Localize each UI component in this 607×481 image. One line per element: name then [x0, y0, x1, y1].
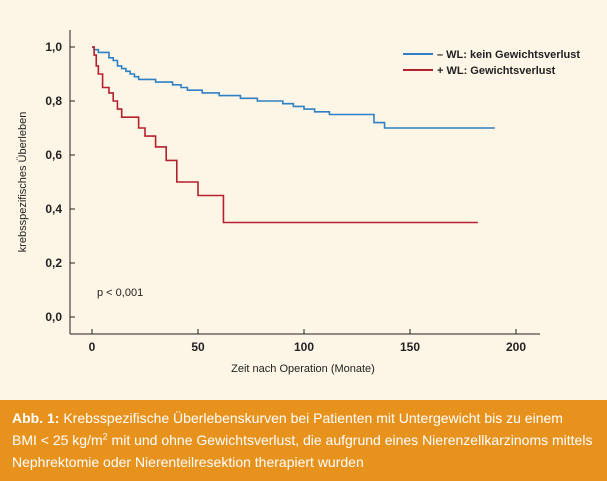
caption-label: Abb. 1: — [12, 410, 60, 426]
chart-series — [92, 46, 495, 224]
survival-chart: 0,0 0,2 0,4 0,6 0,8 1,0 0 50 100 150 200 krebsspez… — [17, 30, 580, 375]
series-line-no-weight-loss — [92, 46, 495, 129]
caption-text-2a: BMI < 25 kg/m — [12, 432, 103, 448]
y-tick-label: 0,4 — [45, 202, 62, 216]
caption-line-1: Abb. 1: Krebsspezifische Überlebenskurve… — [12, 407, 597, 429]
axis-ticks: 0,0 0,2 0,4 0,6 0,8 1,0 0 50 100 150 200 — [45, 40, 526, 354]
y-tick-label: 0,0 — [45, 310, 62, 324]
x-axis-title: Zeit nach Operation (Monate) — [231, 363, 375, 375]
y-tick-label: 0,2 — [45, 256, 62, 270]
y-axis-title: krebsspezifisches Überleben — [17, 112, 29, 253]
chart-legend: – WL: kein Gewichtsverlust + WL: Gewicht… — [403, 49, 580, 77]
caption-text-2b: mit und ohne Gewichtsverlust, die aufgru… — [107, 432, 593, 448]
caption-line-3: Nephrektomie oder Nierenteilresektion th… — [12, 451, 597, 473]
x-tick-label: 0 — [89, 340, 96, 354]
caption-line-2: BMI < 25 kg/m2 mit und ohne Gewichtsverl… — [12, 429, 597, 451]
y-tick-label: 0,8 — [45, 94, 62, 108]
caption-superscript: 2 — [102, 431, 108, 442]
y-tick-label: 0,6 — [45, 148, 62, 162]
x-tick-label: 200 — [506, 340, 526, 354]
x-tick-label: 50 — [191, 340, 205, 354]
figure-caption: Abb. 1: Krebsspezifische Überlebenskurve… — [0, 400, 607, 481]
p-value-annotation: p < 0,001 — [97, 287, 143, 299]
legend-label-no-weight-loss: – WL: kein Gewichtsverlust — [437, 49, 580, 61]
x-tick-label: 100 — [294, 340, 314, 354]
x-tick-label: 150 — [400, 340, 420, 354]
chart-axes — [69, 30, 540, 335]
caption-text-3: Nephrektomie oder Nierenteilresektion th… — [12, 454, 364, 470]
y-tick-label: 1,0 — [45, 40, 62, 54]
series-line-weight-loss — [92, 46, 478, 224]
legend-label-weight-loss: + WL: Gewichtsverlust — [437, 65, 556, 77]
caption-text-1: Krebsspezifische Überlebenskurven bei Pa… — [63, 410, 563, 426]
